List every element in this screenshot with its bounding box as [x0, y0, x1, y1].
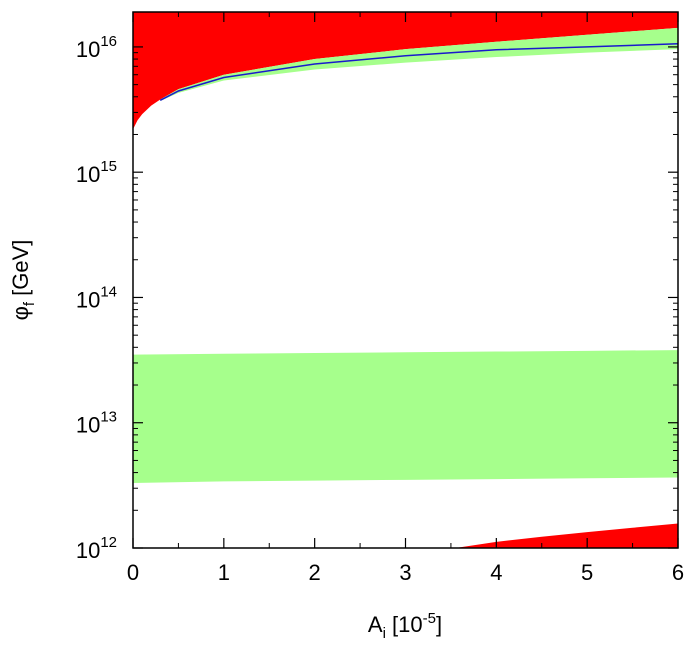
x-tick-label: 5: [581, 560, 593, 585]
y-tick-label: 1015: [76, 158, 117, 187]
y-tick-label: 1014: [76, 283, 117, 312]
axis-ticks: 0 1 2 3 4 5 6 1012 1013 1014 1015 1016: [76, 12, 684, 585]
plot-regions: [133, 12, 678, 548]
x-tick-label: 4: [490, 560, 502, 585]
x-tick-label: 3: [399, 560, 411, 585]
green-band-upper: [160, 27, 678, 102]
x-tick-label: 6: [672, 560, 684, 585]
y-axis-label: φf [GeV]: [8, 240, 38, 321]
y-tick-label: 1016: [76, 33, 117, 62]
plot-lines: [159, 43, 678, 101]
x-tick-label: 1: [218, 560, 230, 585]
red-region-lower: [455, 523, 678, 548]
blue-line: [159, 43, 678, 101]
x-tick-label: 0: [127, 560, 139, 585]
red-region-upper: [133, 12, 678, 130]
x-tick-label: 2: [309, 560, 321, 585]
green-band-lower: [133, 350, 678, 484]
y-tick-label: 1012: [76, 534, 117, 563]
y-tick-label: 1013: [76, 409, 117, 438]
x-axis-label: Ai [10-5]: [368, 610, 442, 642]
